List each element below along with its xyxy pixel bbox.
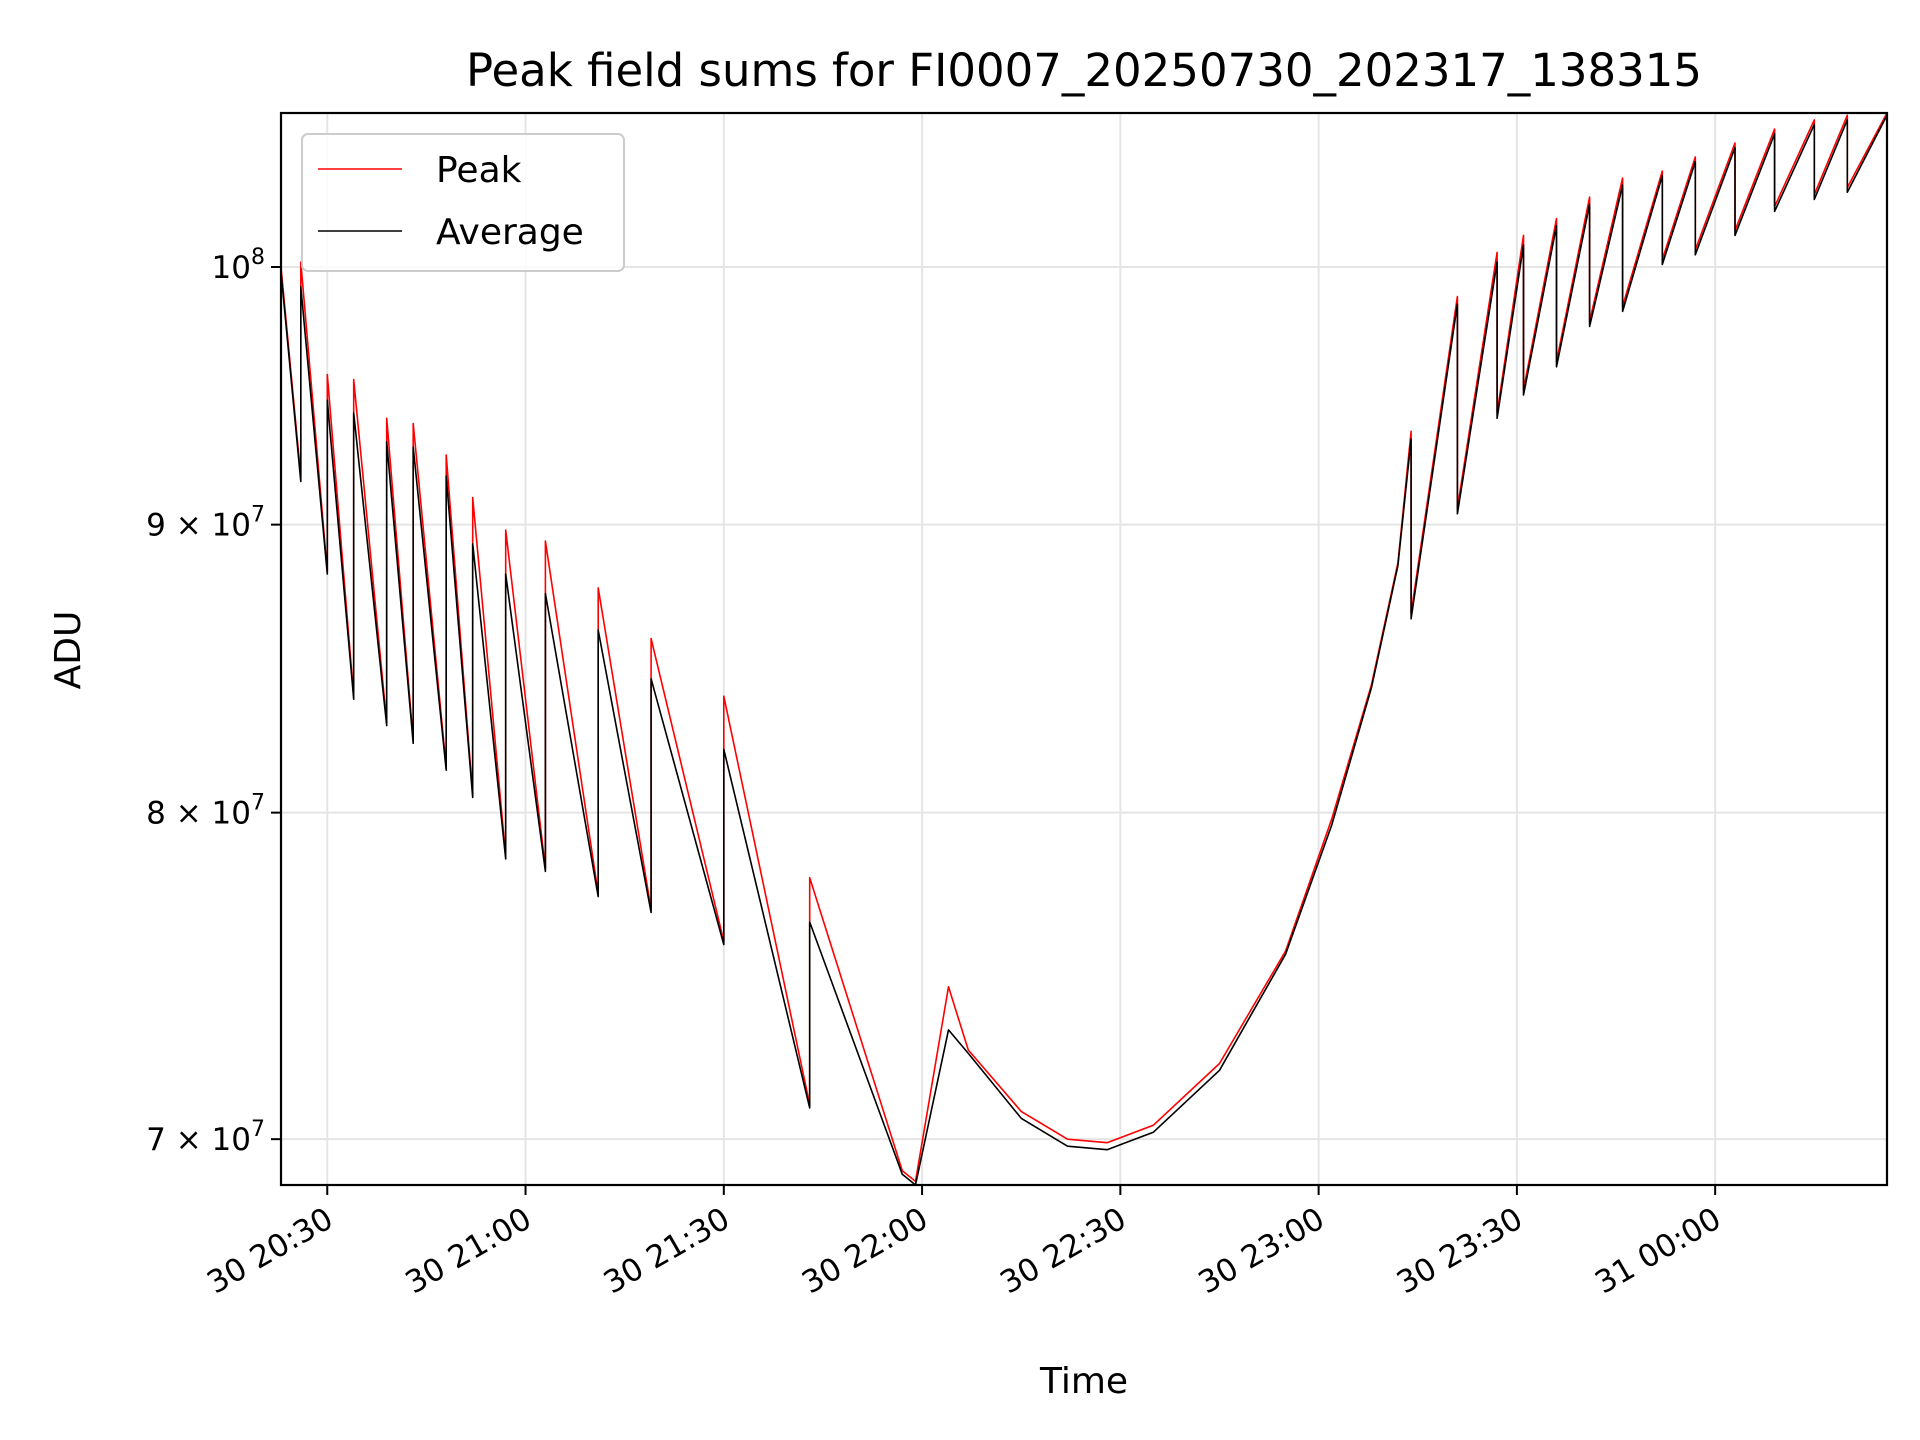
chart-title: Peak field sums for FI0007_20250730_2023… — [466, 44, 1702, 97]
y-tick-label-exponent: 7 — [251, 503, 265, 528]
y-tick-label-base: 9 × 10 — [146, 508, 251, 544]
y-tick-label: 7 × 107 — [146, 1117, 265, 1158]
y-tick-label: 8 × 107 — [146, 791, 265, 832]
y-tick-label: 108 — [212, 245, 265, 286]
y-tick-label-base: 7 × 10 — [146, 1122, 251, 1158]
y-tick-label-exponent: 8 — [251, 245, 265, 270]
legend: Peak Average — [301, 133, 625, 272]
legend-peak-label: Peak — [436, 150, 522, 191]
y-tick-label-exponent: 7 — [251, 791, 265, 816]
legend-average-label: Average — [436, 212, 584, 253]
y-axis-title: ADU — [48, 611, 89, 690]
plot-area-frame — [279, 111, 1889, 1187]
x-axis-title: Time — [1039, 1361, 1128, 1402]
plot-series — [280, 112, 1888, 1186]
series-line-average — [280, 114, 1888, 1186]
y-tick-label-base: 8 × 10 — [146, 796, 251, 832]
y-tick-label: 9 × 107 — [146, 503, 265, 544]
y-tick-label-exponent: 7 — [251, 1117, 265, 1142]
y-tick-label-base: 10 — [212, 250, 251, 286]
